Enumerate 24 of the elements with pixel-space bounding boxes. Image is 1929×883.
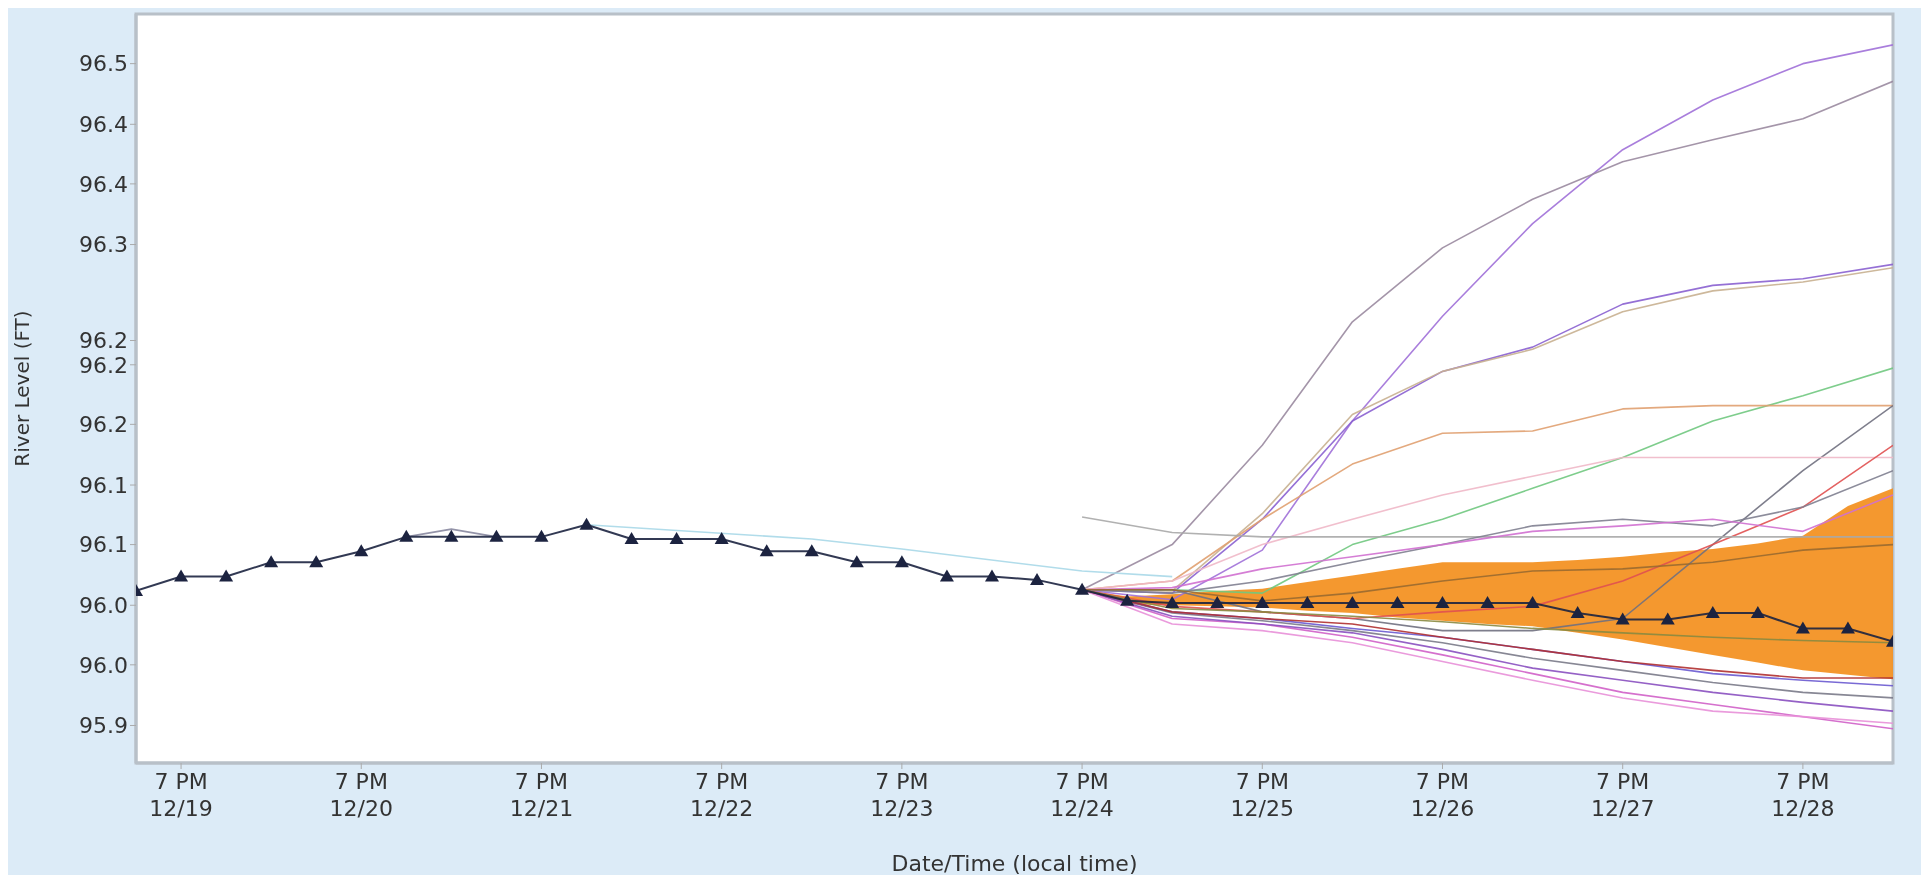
y-tick-label: 96.1 xyxy=(79,532,128,558)
y-tick-label: 96.3 xyxy=(79,232,128,258)
y-tick-label: 96.5 xyxy=(79,51,128,77)
x-tick-label: 7 PM 12/26 xyxy=(1410,769,1475,821)
y-tick-label: 96.2 xyxy=(79,352,128,378)
x-tick-label: 7 PM 12/22 xyxy=(689,769,754,821)
y-axis-title: River Level (FT) xyxy=(10,310,35,467)
y-tick-label: 95.9 xyxy=(79,713,128,739)
x-tick-label: 7 PM 12/24 xyxy=(1050,769,1114,821)
x-tick-label: 7 PM 12/23 xyxy=(870,769,934,821)
y-tick-label: 96.0 xyxy=(79,593,128,619)
x-axis-title: Date/Time (local time) xyxy=(891,851,1138,876)
x-tick-label: 7 PM 12/21 xyxy=(509,769,574,821)
y-tick-label: 96.2 xyxy=(79,412,128,438)
y-tick-label: 96.1 xyxy=(79,472,128,498)
x-tick-label: 7 PM 12/28 xyxy=(1771,769,1835,821)
y-tick-label: 96.2 xyxy=(79,328,128,354)
y-tick-label: 96.4 xyxy=(79,112,128,138)
x-tick-label: 7 PM 12/27 xyxy=(1590,769,1655,821)
x-tick-label: 7 PM 12/20 xyxy=(329,769,393,821)
y-tick-label: 96.0 xyxy=(79,652,128,678)
x-tick-label: 7 PM 12/25 xyxy=(1230,769,1294,821)
y-tick-label: 96.4 xyxy=(79,171,128,197)
x-tick-label: 7 PM 12/19 xyxy=(149,769,213,821)
